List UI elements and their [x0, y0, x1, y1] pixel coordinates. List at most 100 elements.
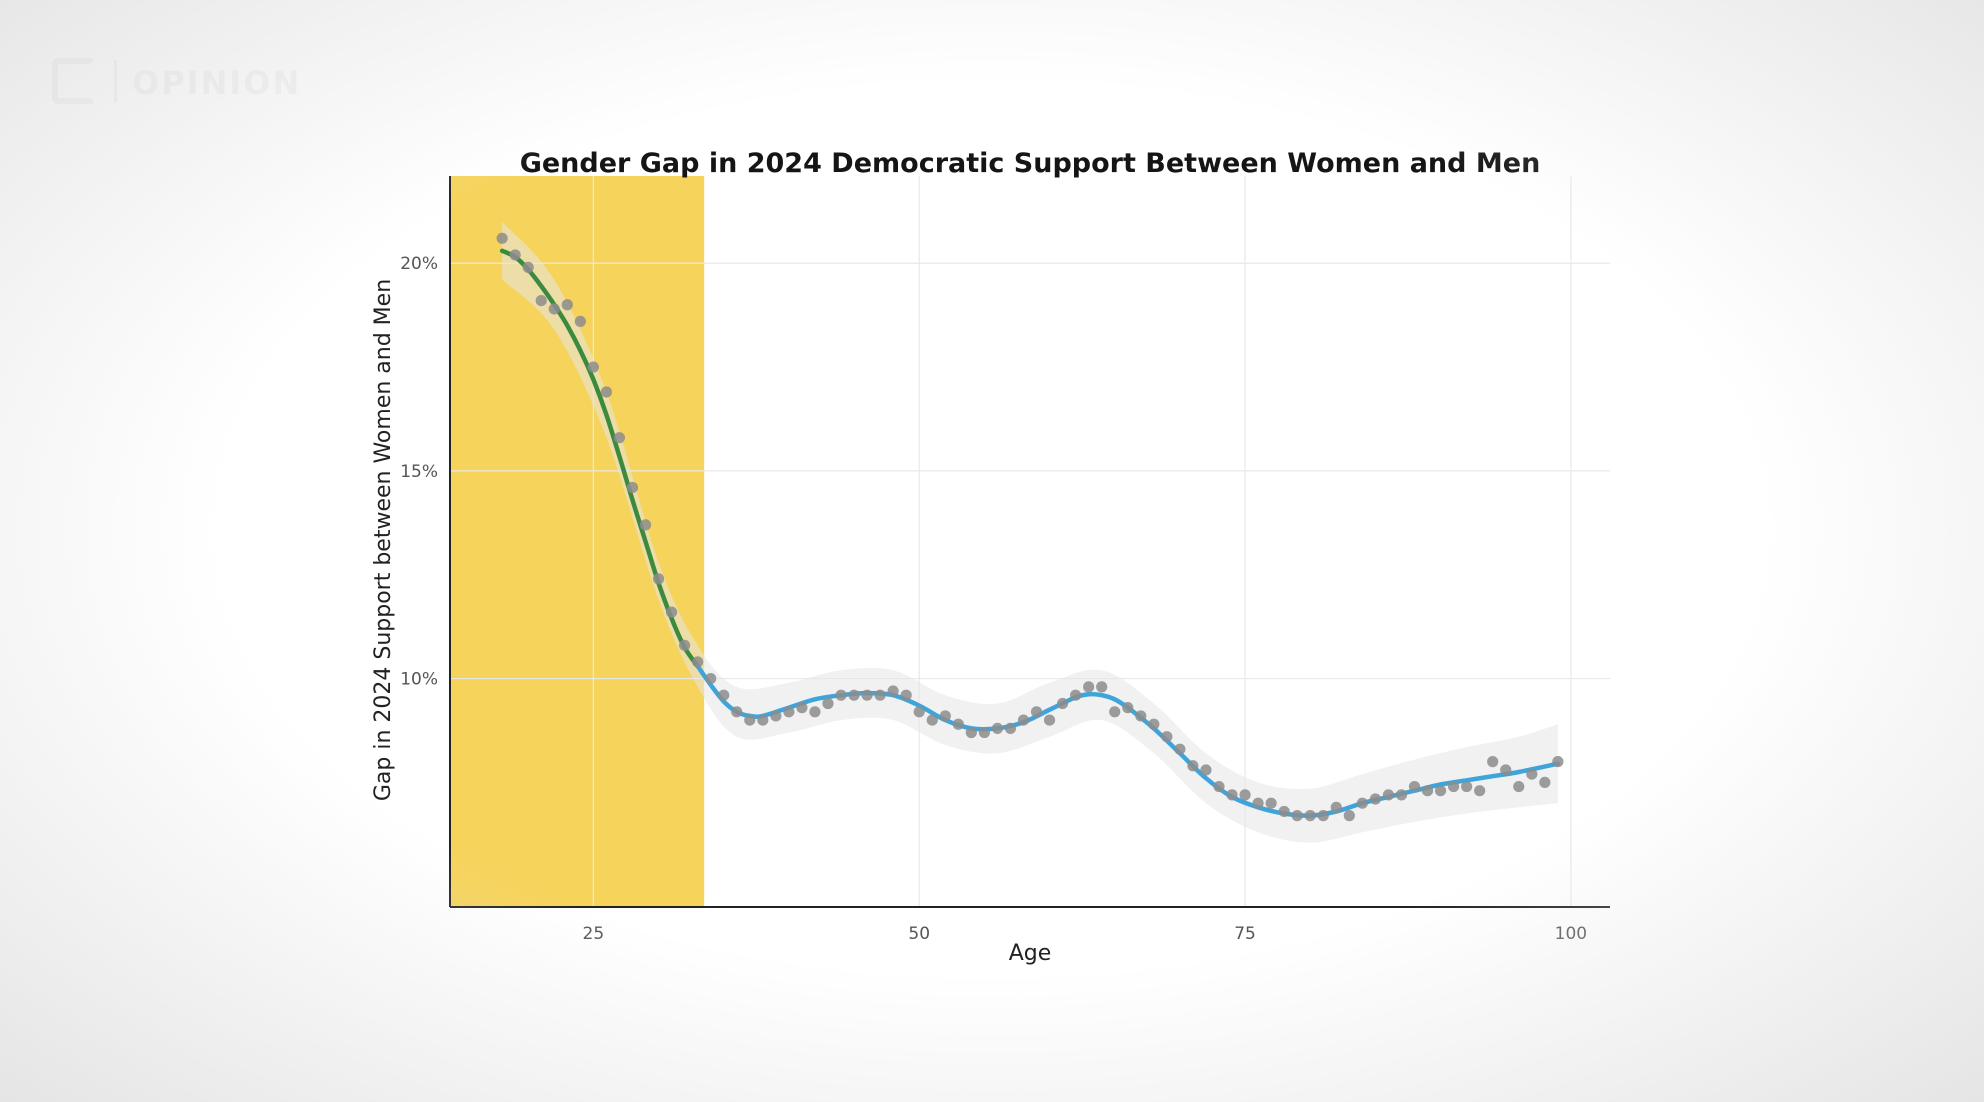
- data-point: [574, 315, 586, 327]
- data-point: [1056, 697, 1069, 710]
- data-point: [744, 714, 756, 726]
- data-point: [783, 706, 795, 718]
- data-point: [1122, 702, 1134, 714]
- data-point: [731, 706, 743, 718]
- x-tick-label: 100: [1555, 924, 1587, 944]
- data-point: [1174, 743, 1186, 755]
- y-tick-label: 10%: [400, 670, 438, 690]
- data-point: [978, 726, 990, 739]
- data-point: [1369, 793, 1381, 805]
- data-point: [509, 249, 521, 261]
- data-point: [835, 689, 847, 701]
- data-point: [1083, 681, 1095, 693]
- data-point: [1004, 722, 1017, 735]
- data-point: [809, 706, 821, 718]
- data-point: [639, 519, 652, 531]
- y-tick-label: 15%: [400, 462, 438, 482]
- data-point: [1017, 714, 1030, 726]
- data-point: [1447, 780, 1460, 793]
- data-point: [522, 261, 534, 273]
- data-point: [1421, 785, 1434, 797]
- data-point: [1487, 756, 1499, 768]
- y-tick-label: 20%: [400, 254, 438, 274]
- data-point: [1239, 789, 1251, 801]
- data-point: [1330, 801, 1342, 813]
- data-point: [1265, 797, 1277, 809]
- data-point: [1461, 780, 1473, 793]
- data-point: [1096, 681, 1108, 693]
- data-point: [626, 481, 639, 494]
- data-point: [796, 702, 808, 714]
- data-point: [900, 689, 912, 701]
- data-point: [1030, 706, 1043, 718]
- data-point: [848, 689, 860, 701]
- x-tick-label: 25: [583, 924, 605, 944]
- data-point: [1500, 764, 1512, 776]
- data-point: [1343, 810, 1355, 822]
- data-point: [1043, 714, 1056, 726]
- logo-divider: [114, 60, 117, 102]
- data-point: [665, 606, 678, 618]
- data-point: [1356, 797, 1368, 809]
- logo-icon: [52, 58, 96, 104]
- data-point: [613, 432, 626, 444]
- data-point: [1226, 789, 1238, 801]
- watermark-logo: OPINION: [52, 58, 312, 108]
- data-point: [705, 672, 717, 685]
- data-point: [952, 718, 964, 730]
- data-point: [496, 232, 508, 244]
- data-point: [1070, 689, 1082, 701]
- data-point: [926, 714, 938, 726]
- data-point: [1200, 764, 1212, 776]
- data-point: [991, 722, 1004, 735]
- data-point: [965, 726, 977, 739]
- data-point: [1213, 780, 1225, 793]
- data-point: [1395, 789, 1408, 801]
- data-point: [1304, 810, 1316, 822]
- data-point: [1109, 706, 1121, 718]
- data-point: [1474, 785, 1486, 797]
- data-point: [1317, 810, 1329, 822]
- data-point: [1291, 810, 1303, 822]
- x-tick-label: 75: [1234, 924, 1256, 944]
- data-point: [1434, 785, 1447, 797]
- data-point: [1382, 789, 1395, 801]
- data-point: [548, 303, 560, 315]
- data-point: [561, 299, 573, 311]
- data-point: [874, 689, 886, 701]
- logo-text: OPINION: [132, 64, 302, 102]
- data-point: [887, 685, 899, 697]
- data-point: [692, 656, 704, 668]
- data-point: [1552, 756, 1564, 768]
- y-axis-title: Gap in 2024 Support between Women and Me…: [371, 279, 396, 801]
- data-point: [1252, 797, 1264, 809]
- chart-title: Gender Gap in 2024 Democratic Support Be…: [520, 148, 1541, 179]
- data-point: [1513, 780, 1525, 793]
- data-point: [535, 295, 547, 307]
- data-point: [679, 639, 691, 651]
- highlight-region-layer: [450, 176, 705, 907]
- x-axis-title: Age: [1009, 941, 1052, 966]
- data-point: [822, 697, 834, 710]
- data-point: [939, 710, 951, 722]
- data-point: [652, 573, 665, 585]
- data-point: [1161, 731, 1173, 743]
- data-point: [1187, 760, 1199, 772]
- data-point: [757, 714, 769, 726]
- data-point: [861, 689, 873, 701]
- x-tick-label: 50: [908, 924, 930, 944]
- data-point: [1539, 776, 1551, 788]
- data-point: [600, 386, 613, 398]
- data-point: [587, 361, 599, 373]
- data-point: [1526, 768, 1538, 780]
- data-point: [1148, 718, 1160, 730]
- highlight-region: [450, 176, 705, 907]
- data-point: [1135, 710, 1147, 722]
- data-point: [770, 710, 782, 722]
- data-point: [913, 706, 925, 718]
- data-point: [1408, 780, 1421, 793]
- data-point: [1278, 805, 1290, 818]
- data-point: [718, 689, 730, 701]
